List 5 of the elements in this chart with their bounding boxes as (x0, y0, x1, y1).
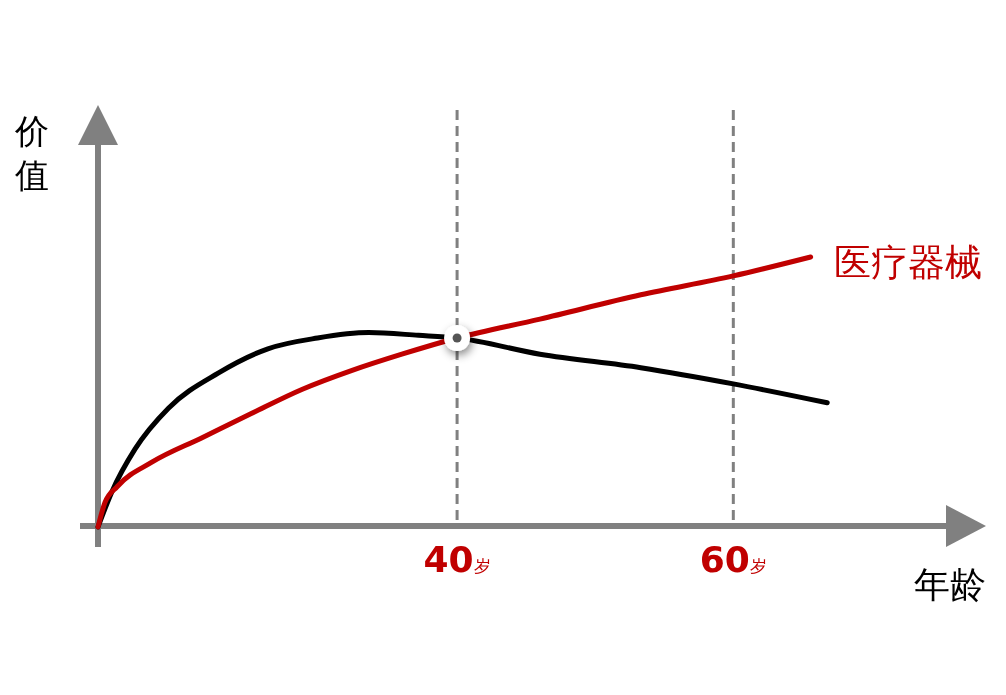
x-tick-label: 40岁 (423, 539, 491, 580)
x-tick-label: 60岁 (699, 539, 767, 580)
series-label: 医疗器械 (833, 240, 982, 284)
y-axis-title: 价值 (14, 111, 49, 195)
x-axis-title: 年龄 (914, 564, 986, 605)
